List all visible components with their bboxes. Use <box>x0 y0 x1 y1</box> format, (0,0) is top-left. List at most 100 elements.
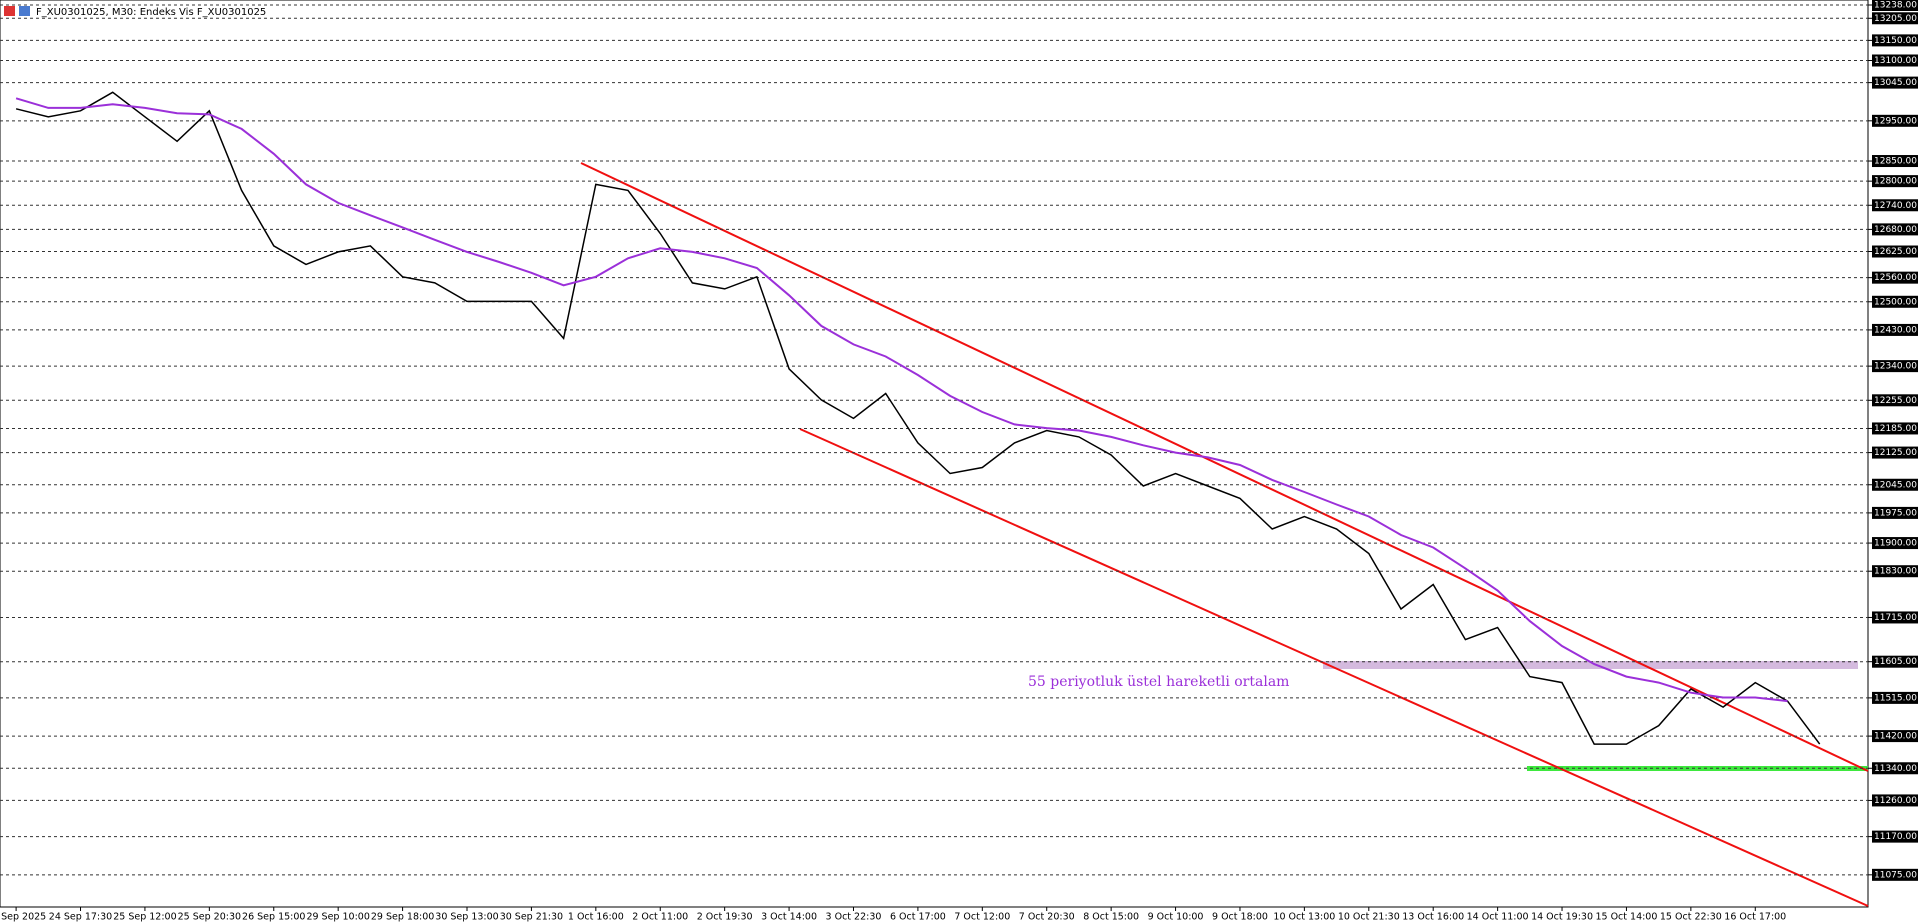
y-tick-label: 11715.00 <box>1874 613 1917 623</box>
x-tick-label: 1 Oct 16:00 <box>568 912 624 923</box>
x-tick-label: 9 Oct 10:00 <box>1148 912 1204 923</box>
channel-upper <box>580 162 1869 772</box>
icon <box>4 6 15 16</box>
y-label-box <box>1872 295 1918 308</box>
y-label-box <box>1872 730 1918 743</box>
y-tick-label: 12680.00 <box>1874 225 1917 235</box>
y-label-box <box>1872 76 1918 89</box>
y-label-box <box>1872 245 1918 258</box>
y-tick-label: 12950.00 <box>1874 116 1917 126</box>
y-label-box <box>1872 830 1918 843</box>
y-tick-label: 11420.00 <box>1874 732 1917 742</box>
y-label-box <box>1872 691 1918 704</box>
y-tick-label: 11170.00 <box>1874 832 1917 842</box>
x-tick-label: 25 Sep 20:30 <box>178 912 241 923</box>
x-tick-label: 9 Oct 18:00 <box>1212 912 1268 923</box>
y-label-box <box>1872 446 1918 459</box>
y-label-box <box>1872 0 1918 11</box>
x-tick-label: 26 Sep 15:00 <box>242 912 305 923</box>
y-label-box <box>1872 478 1918 491</box>
x-tick-label: 14 Oct 11:00 <box>1467 912 1529 923</box>
y-tick-label: 11075.00 <box>1874 870 1917 880</box>
y-label-box <box>1872 868 1918 881</box>
y-label-box <box>1872 762 1918 775</box>
y-label-box <box>1872 155 1918 168</box>
y-tick-label: 13150.00 <box>1874 36 1917 46</box>
series-line <box>15 91 1821 745</box>
x-tick-label: 14 Oct 19:30 <box>1531 912 1593 923</box>
y-tick-label: 12800.00 <box>1874 177 1917 187</box>
y-tick-label: 13205.00 <box>1874 14 1917 24</box>
y-label-box <box>1872 12 1918 25</box>
x-tick-label: 2 Oct 19:30 <box>697 912 753 923</box>
x-tick-label: 10 Oct 21:30 <box>1338 912 1400 923</box>
icon <box>19 6 30 16</box>
y-tick-label: 11975.00 <box>1874 508 1917 518</box>
chart-title: F_XU0301025, M30: Endeks Vis F_XU0301025 <box>36 7 266 18</box>
x-tick-label: 24 Sep 2025 <box>0 912 46 923</box>
y-tick-label: 12625.00 <box>1874 247 1917 257</box>
y-label-box <box>1872 537 1918 550</box>
x-tick-label: 2 Oct 11:00 <box>632 912 688 923</box>
y-label-box <box>1872 323 1918 336</box>
y-tick-label: 12255.00 <box>1874 396 1917 406</box>
support-zone <box>1527 766 1868 771</box>
series-line <box>15 97 1788 703</box>
x-tick-label: 7 Oct 20:30 <box>1019 912 1075 923</box>
x-tick-label: 3 Oct 22:30 <box>826 912 882 923</box>
y-tick-label: 12430.00 <box>1874 325 1917 335</box>
y-label-box <box>1872 565 1918 578</box>
y-label-box <box>1872 394 1918 407</box>
resistance-zone <box>1323 661 1858 669</box>
y-tick-label: 11830.00 <box>1874 567 1917 577</box>
x-tick-label: 16 Oct 17:00 <box>1724 912 1786 923</box>
x-tick-label: 13 Oct 16:00 <box>1402 912 1464 923</box>
y-label-box <box>1872 794 1918 807</box>
y-tick-label: 12185.00 <box>1874 424 1917 434</box>
x-tick-label: 29 Sep 10:00 <box>306 912 369 923</box>
x-tick-label: 7 Oct 12:00 <box>954 912 1010 923</box>
x-tick-label: 3 Oct 14:00 <box>761 912 817 923</box>
y-tick-label: 12125.00 <box>1874 448 1917 458</box>
y-tick-label: 11605.00 <box>1874 657 1917 667</box>
y-label-box <box>1872 54 1918 67</box>
y-label-box <box>1872 360 1918 373</box>
y-label-box <box>1872 271 1918 284</box>
plot-frame <box>0 0 1869 908</box>
x-tick-label: 30 Sep 13:00 <box>435 912 498 923</box>
y-label-box <box>1872 114 1918 127</box>
y-tick-label: 13238.00 <box>1874 1 1917 11</box>
y-label-box <box>1872 506 1918 519</box>
y-tick-label: 12850.00 <box>1874 157 1917 167</box>
y-tick-label: 12740.00 <box>1874 201 1917 211</box>
y-label-box <box>1872 199 1918 212</box>
x-tick-label: 30 Sep 21:30 <box>500 912 563 923</box>
x-tick-label: 24 Sep 17:30 <box>49 912 112 923</box>
y-tick-label: 12340.00 <box>1874 362 1917 372</box>
y-tick-label: 11900.00 <box>1874 539 1917 549</box>
y-tick-label: 12560.00 <box>1874 273 1917 283</box>
channel-lower <box>799 428 1869 907</box>
y-label-box <box>1872 422 1918 435</box>
y-label-box <box>1872 34 1918 47</box>
x-tick-label: 15 Oct 14:00 <box>1595 912 1657 923</box>
x-tick-label: 6 Oct 17:00 <box>890 912 946 923</box>
y-label-box <box>1872 175 1918 188</box>
y-tick-label: 11515.00 <box>1874 693 1917 703</box>
y-label-box <box>1872 611 1918 624</box>
y-tick-label: 13100.00 <box>1874 56 1917 66</box>
x-tick-label: 25 Sep 12:00 <box>113 912 176 923</box>
y-tick-label: 11340.00 <box>1874 764 1917 774</box>
y-tick-label: 11260.00 <box>1874 796 1917 806</box>
y-tick-label: 12045.00 <box>1874 480 1917 490</box>
x-tick-label: 29 Sep 18:00 <box>371 912 434 923</box>
annotation: 55 periyotluk üstel hareketli ortalam <box>1028 674 1289 690</box>
y-tick-label: 12500.00 <box>1874 297 1917 307</box>
x-tick-label: 15 Oct 22:30 <box>1660 912 1722 923</box>
x-tick-label: 10 Oct 13:00 <box>1273 912 1335 923</box>
x-tick-label: 8 Oct 15:00 <box>1083 912 1139 923</box>
y-tick-label: 13045.00 <box>1874 78 1917 88</box>
y-label-box <box>1872 223 1918 236</box>
